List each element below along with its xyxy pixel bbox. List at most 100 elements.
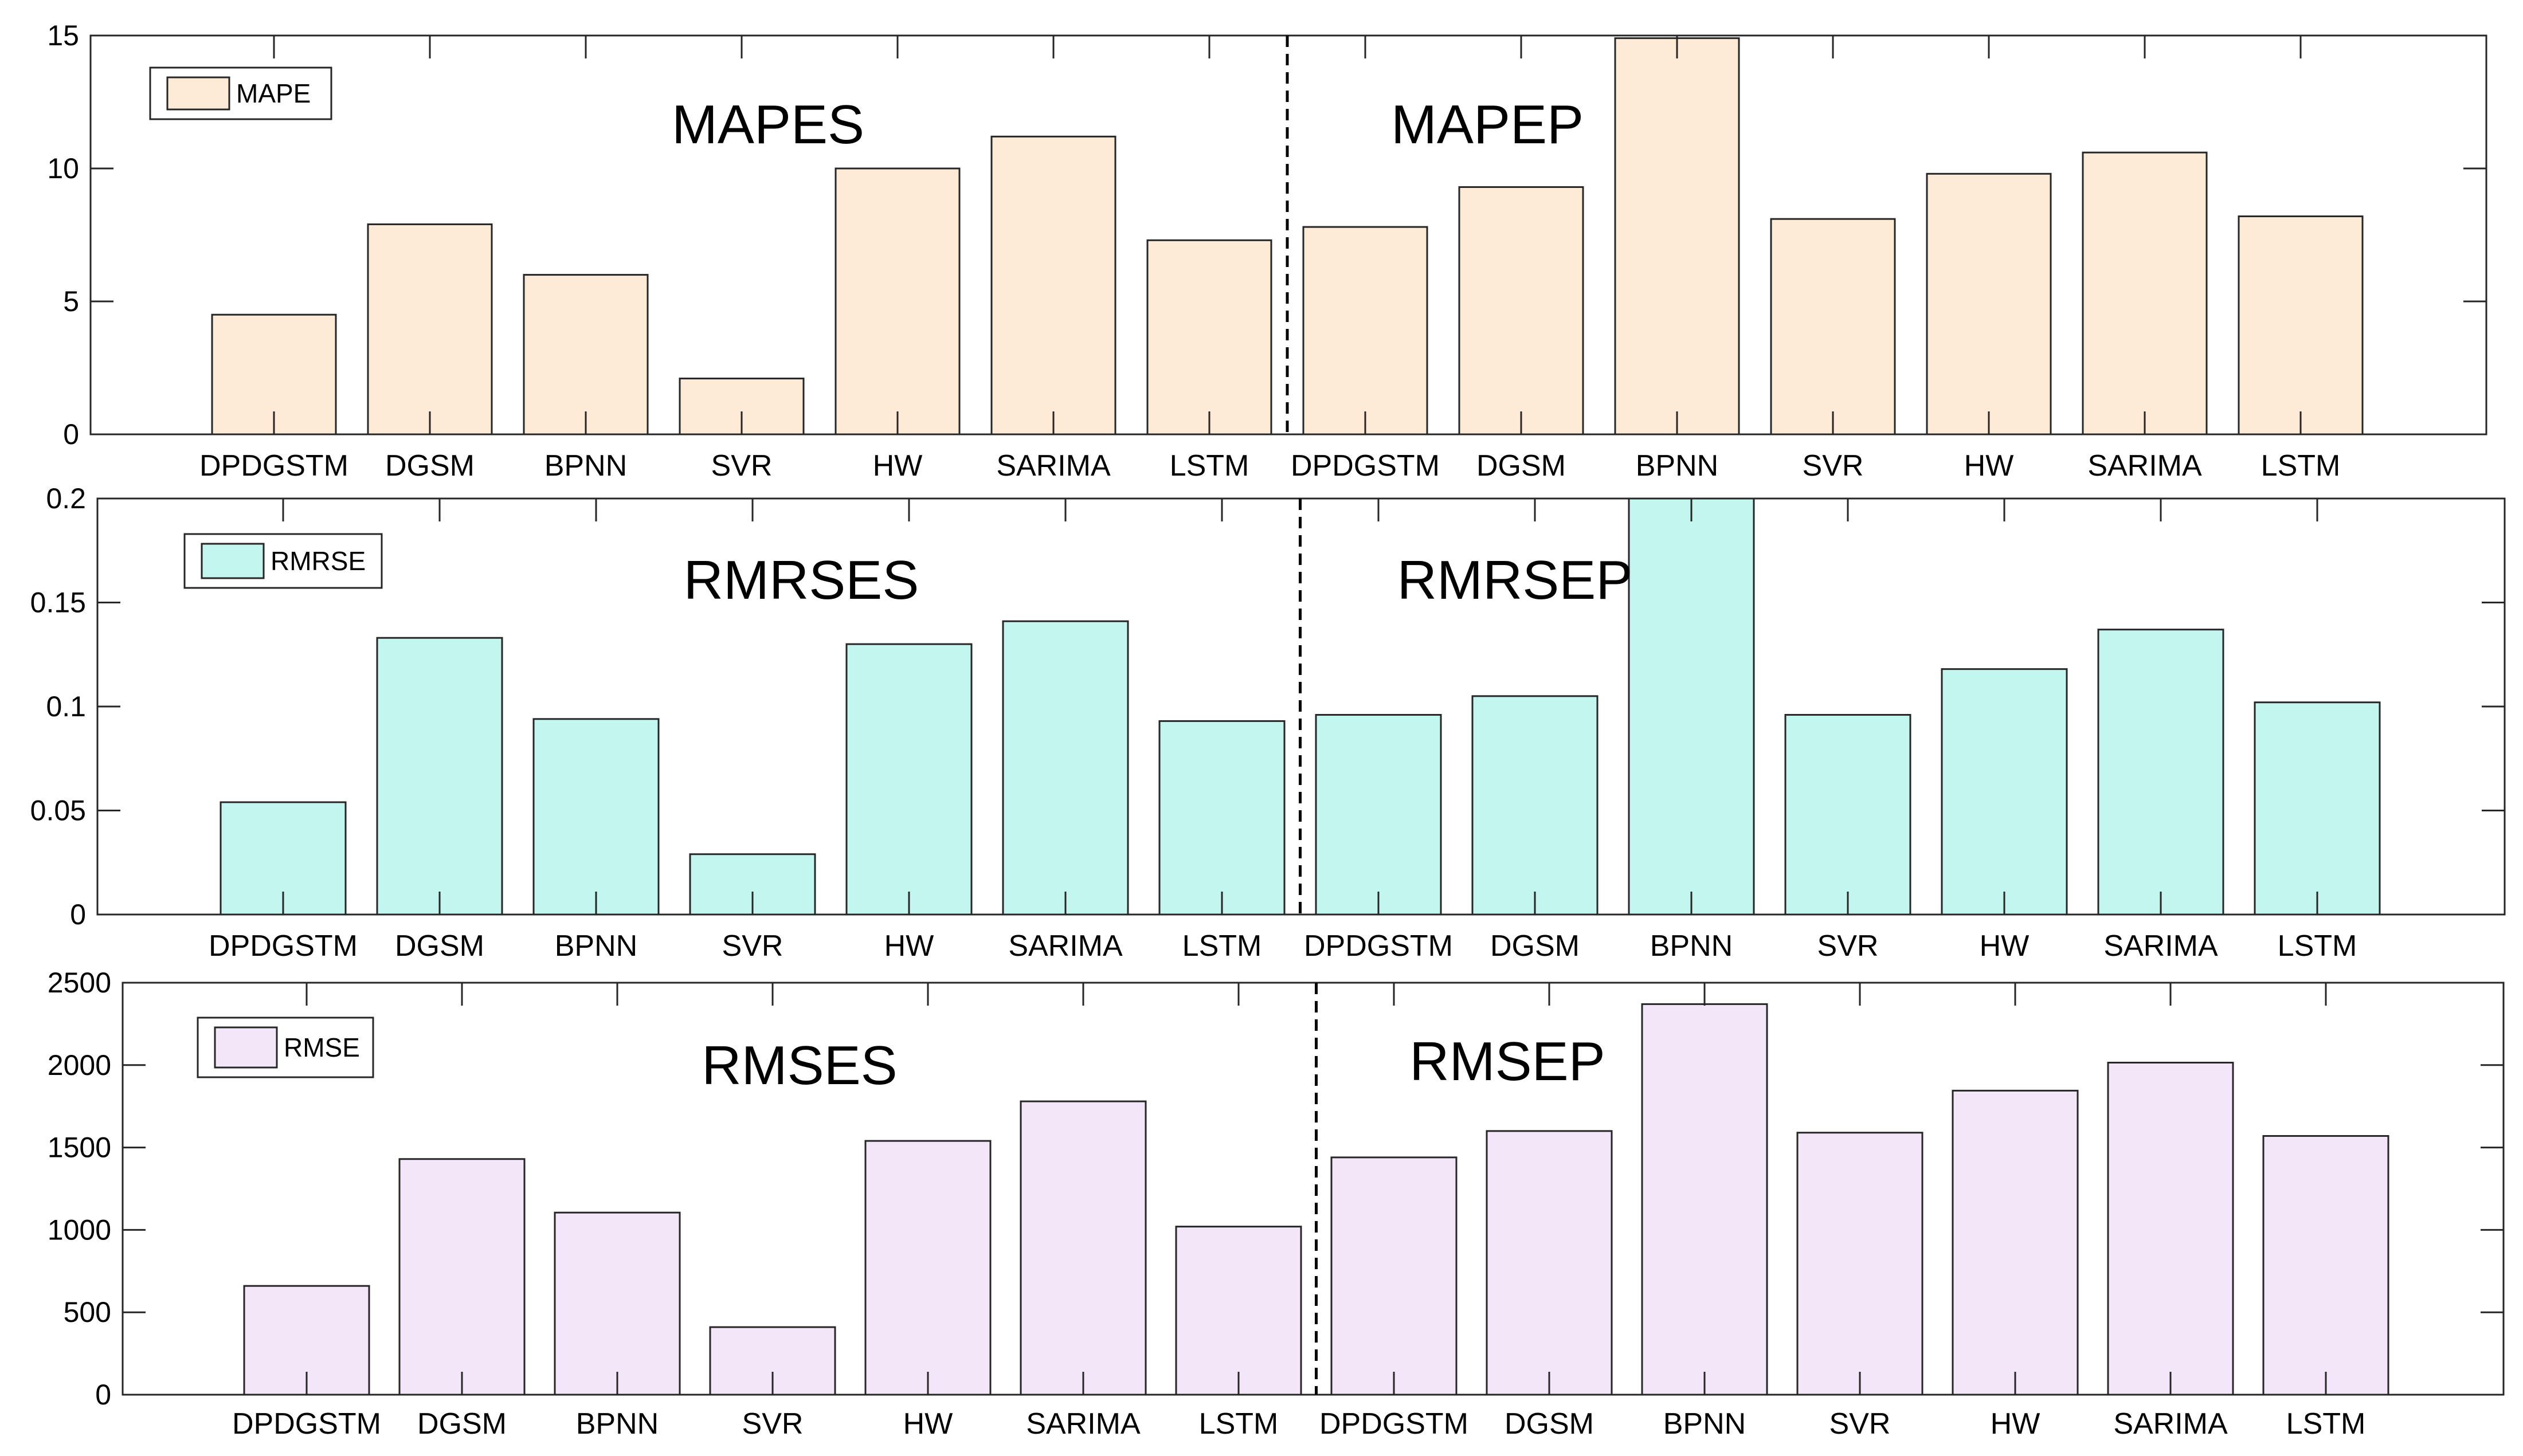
x-tick-label: DPDGSTM: [199, 449, 348, 482]
x-tick-label: LSTM: [1170, 449, 1249, 482]
bar-mape-sarima-simulation: [990, 135, 1116, 435]
x-tick-label: LSTM: [1199, 1407, 1279, 1441]
bar-mape-hw-prediction: [1926, 172, 2052, 435]
legend: MAPE: [149, 66, 332, 120]
bar-mape-lstm-prediction: [2238, 215, 2364, 435]
y-tick-label: 500: [64, 1296, 111, 1328]
group-title-simulation: MAPES: [672, 94, 864, 155]
bar-rmrse-hw-prediction: [1941, 668, 2068, 916]
bar-mape-sarima-prediction: [2082, 151, 2208, 435]
legend-swatch: [201, 543, 265, 579]
x-tick-label: HW: [1980, 929, 2030, 963]
x-tick-label: HW: [1964, 449, 2014, 482]
x-tick-label: LSTM: [1182, 929, 1262, 963]
y-tick-label: 15: [47, 19, 79, 52]
x-tick-label: SVR: [711, 449, 773, 482]
bar-rmse-dpdgstm-prediction: [1330, 1156, 1458, 1396]
bar-rmse-dgsm-simulation: [398, 1158, 526, 1396]
bar-rmrse-dpdgstm-prediction: [1315, 714, 1442, 916]
x-tick-label: BPNN: [1650, 929, 1733, 963]
bar-rmrse-bpnn-simulation: [532, 718, 660, 916]
x-tick-label: DGSM: [1476, 449, 1566, 482]
x-tick-label: HW: [903, 1407, 953, 1441]
bar-rmrse-bpnn-prediction: [1628, 497, 1755, 916]
x-tick-label: SVR: [722, 929, 783, 963]
bar-rmrse-lstm-simulation: [1158, 720, 1286, 916]
bar-rmse-sarima-prediction: [2107, 1061, 2234, 1396]
y-tick-label: 1500: [48, 1132, 111, 1164]
bar-rmrse-sarima-simulation: [1002, 620, 1129, 916]
group-title-prediction: RMRSEP: [1397, 550, 1633, 611]
y-tick-label: 0: [70, 898, 86, 931]
bar-rmse-svr-prediction: [1796, 1132, 1923, 1396]
legend: RMSE: [197, 1017, 374, 1078]
x-tick-label: DPDGSTM: [209, 929, 358, 963]
y-tick-label: 10: [47, 152, 79, 185]
x-tick-label: DGSM: [385, 449, 475, 482]
x-tick-label: DGSM: [1505, 1407, 1594, 1441]
x-tick-label: BPNN: [1663, 1407, 1746, 1441]
x-tick-label: SARIMA: [996, 449, 1111, 482]
bar-rmrse-sarima-prediction: [2097, 629, 2224, 916]
x-tick-label: BPNN: [544, 449, 627, 482]
bar-rmse-dgsm-prediction: [1486, 1130, 1613, 1396]
x-tick-label: LSTM: [2278, 929, 2357, 963]
x-tick-label: DPDGSTM: [1304, 929, 1453, 963]
x-tick-label: SVR: [1829, 1407, 1891, 1441]
bar-mape-dpdgstm-prediction: [1302, 226, 1428, 435]
x-tick-label: BPNN: [555, 929, 637, 963]
legend-label: RMRSE: [271, 546, 366, 576]
bar-mape-svr-prediction: [1770, 218, 1896, 435]
x-tick-label: LSTM: [2286, 1407, 2366, 1441]
legend-label: RMSE: [284, 1033, 360, 1062]
bar-rmrse-dgsm-prediction: [1471, 695, 1599, 916]
group-title-simulation: RMRSES: [684, 550, 919, 611]
x-tick-label: HW: [884, 929, 934, 963]
x-tick-label: DGSM: [417, 1407, 507, 1441]
y-tick-label: 2500: [48, 967, 111, 999]
x-tick-label: BPNN: [1636, 449, 1718, 482]
chart-panel-mape: 0 5 10 15 DPDGSTM DGSM BPNN SVR HW SARIMA LSTM DPDG…: [47, 19, 2487, 482]
group-title-prediction: MAPEP: [1391, 94, 1584, 155]
bar-rmse-bpnn-prediction: [1641, 1003, 1768, 1396]
bar-rmse-hw-prediction: [1952, 1089, 2079, 1396]
bar-rmrse-lstm-prediction: [2254, 701, 2381, 916]
y-tick-label: 5: [63, 285, 79, 317]
bar-mape-bpnn-prediction: [1614, 37, 1740, 435]
group-title-simulation: RMSES: [702, 1035, 897, 1096]
x-tick-label: DPDGSTM: [1319, 1407, 1468, 1441]
bar-rmse-lstm-prediction: [2262, 1135, 2389, 1396]
y-tick-label: 0.2: [46, 482, 86, 515]
bar-mape-lstm-simulation: [1146, 239, 1272, 435]
bar-rmrse-svr-prediction: [1784, 714, 1911, 916]
x-tick-label: SARIMA: [2113, 1407, 2228, 1441]
x-tick-label: SARIMA: [1026, 1407, 1141, 1441]
y-tick-label: 0: [63, 418, 79, 450]
x-tick-label: LSTM: [2261, 449, 2341, 482]
legend-swatch: [166, 76, 230, 111]
x-tick-label: SARIMA: [2103, 929, 2218, 963]
chart-panel-rmrse: 0 0.05 0.1 0.15 0.2 DPDGSTM DGSM BPNN SVR HW SARIM…: [30, 482, 2506, 963]
group-title-prediction: RMSEP: [1409, 1031, 1605, 1092]
bar-rmrse-hw-simulation: [845, 643, 973, 916]
x-tick-label: SVR: [742, 1407, 804, 1441]
bar-mape-dgsm-simulation: [367, 223, 493, 435]
x-tick-label: BPNN: [576, 1407, 659, 1441]
x-tick-label: HW: [873, 449, 923, 482]
y-tick-label: 1000: [48, 1214, 111, 1246]
x-tick-label: SARIMA: [2087, 449, 2202, 482]
legend: RMRSE: [183, 533, 383, 589]
x-tick-label: DPDGSTM: [1291, 449, 1440, 482]
axes-frame: [122, 982, 2505, 1396]
chart-panel-rmse: 0 500 1000 1500 2000 2500 DPDGSTM DGSM BPNN SVR HW…: [48, 967, 2505, 1441]
x-tick-label: DPDGSTM: [232, 1407, 381, 1441]
y-tick-label: 2000: [48, 1049, 111, 1081]
x-tick-label: HW: [1991, 1407, 2040, 1441]
x-tick-label: SVR: [1803, 449, 1864, 482]
x-tick-label: DGSM: [1490, 929, 1580, 963]
y-tick-label: 0.15: [30, 587, 86, 619]
x-tick-label: DGSM: [395, 929, 484, 963]
legend-label: MAPE: [236, 79, 311, 108]
bar-mape-bpnn-simulation: [523, 274, 649, 435]
